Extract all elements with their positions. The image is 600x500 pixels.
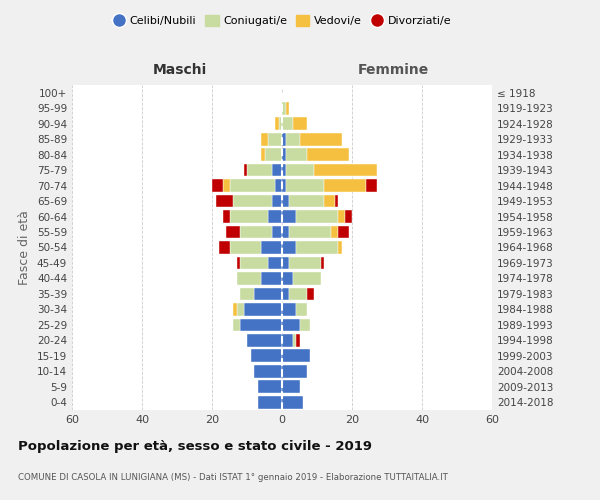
Bar: [229, 241, 261, 254]
Bar: [286, 133, 299, 145]
Bar: [314, 164, 377, 176]
Bar: [289, 194, 324, 207]
Bar: [240, 318, 282, 331]
Bar: [261, 272, 282, 285]
Bar: [299, 133, 341, 145]
Bar: [296, 210, 338, 223]
Bar: [219, 241, 229, 254]
Bar: [286, 179, 324, 192]
Bar: [282, 334, 293, 346]
Bar: [324, 194, 335, 207]
Bar: [282, 272, 293, 285]
Bar: [289, 226, 331, 238]
Bar: [335, 194, 338, 207]
Bar: [307, 148, 349, 161]
Bar: [324, 179, 366, 192]
Bar: [240, 256, 268, 270]
Bar: [251, 350, 282, 362]
Bar: [261, 133, 268, 145]
Bar: [247, 334, 282, 346]
Bar: [296, 241, 338, 254]
Bar: [282, 118, 293, 130]
Bar: [293, 334, 296, 346]
Bar: [229, 179, 275, 192]
Bar: [289, 288, 307, 300]
Bar: [233, 303, 236, 316]
Bar: [293, 118, 307, 130]
Legend: Celibi/Nubili, Coniugati/e, Vedovi/e, Divorziati/e: Celibi/Nubili, Coniugati/e, Vedovi/e, Di…: [107, 10, 457, 31]
Bar: [282, 164, 286, 176]
Bar: [240, 288, 254, 300]
Bar: [261, 148, 265, 161]
Bar: [268, 133, 282, 145]
Bar: [275, 118, 278, 130]
Bar: [331, 226, 338, 238]
Bar: [244, 164, 247, 176]
Bar: [271, 226, 282, 238]
Bar: [320, 256, 324, 270]
Bar: [296, 334, 299, 346]
Bar: [286, 164, 314, 176]
Bar: [282, 380, 299, 393]
Text: Popolazione per età, sesso e stato civile - 2019: Popolazione per età, sesso e stato civil…: [18, 440, 372, 453]
Bar: [265, 148, 282, 161]
Bar: [278, 118, 282, 130]
Bar: [282, 148, 286, 161]
Bar: [299, 318, 310, 331]
Bar: [296, 303, 307, 316]
Bar: [236, 256, 240, 270]
Bar: [282, 210, 296, 223]
Text: COMUNE DI CASOLA IN LUNIGIANA (MS) - Dati ISTAT 1° gennaio 2019 - Elaborazione T: COMUNE DI CASOLA IN LUNIGIANA (MS) - Dat…: [18, 472, 448, 482]
Bar: [282, 303, 296, 316]
Bar: [236, 272, 261, 285]
Text: Femmine: Femmine: [358, 64, 428, 78]
Bar: [293, 272, 320, 285]
Bar: [229, 210, 268, 223]
Bar: [257, 380, 282, 393]
Bar: [261, 241, 282, 254]
Bar: [366, 179, 377, 192]
Bar: [289, 256, 320, 270]
Bar: [282, 133, 286, 145]
Bar: [215, 194, 233, 207]
Bar: [282, 241, 296, 254]
Bar: [268, 256, 282, 270]
Bar: [233, 194, 271, 207]
Y-axis label: Fasce di età: Fasce di età: [19, 210, 31, 285]
Bar: [275, 179, 282, 192]
Text: Maschi: Maschi: [153, 64, 207, 78]
Bar: [257, 396, 282, 408]
Bar: [244, 303, 282, 316]
Bar: [286, 102, 289, 115]
Bar: [240, 226, 271, 238]
Bar: [223, 210, 229, 223]
Bar: [338, 226, 349, 238]
Bar: [223, 179, 229, 192]
Bar: [282, 102, 286, 115]
Bar: [236, 303, 244, 316]
Bar: [271, 164, 282, 176]
Bar: [233, 318, 240, 331]
Bar: [271, 194, 282, 207]
Bar: [282, 365, 307, 378]
Bar: [254, 288, 282, 300]
Bar: [254, 365, 282, 378]
Bar: [247, 164, 271, 176]
Bar: [282, 288, 289, 300]
Bar: [338, 241, 341, 254]
Bar: [282, 350, 310, 362]
Bar: [282, 226, 289, 238]
Bar: [286, 148, 307, 161]
Bar: [282, 318, 299, 331]
Bar: [226, 226, 240, 238]
Bar: [282, 179, 286, 192]
Bar: [282, 396, 303, 408]
Bar: [282, 256, 289, 270]
Bar: [282, 194, 289, 207]
Bar: [307, 288, 314, 300]
Bar: [338, 210, 345, 223]
Bar: [268, 210, 282, 223]
Bar: [345, 210, 352, 223]
Bar: [212, 179, 223, 192]
